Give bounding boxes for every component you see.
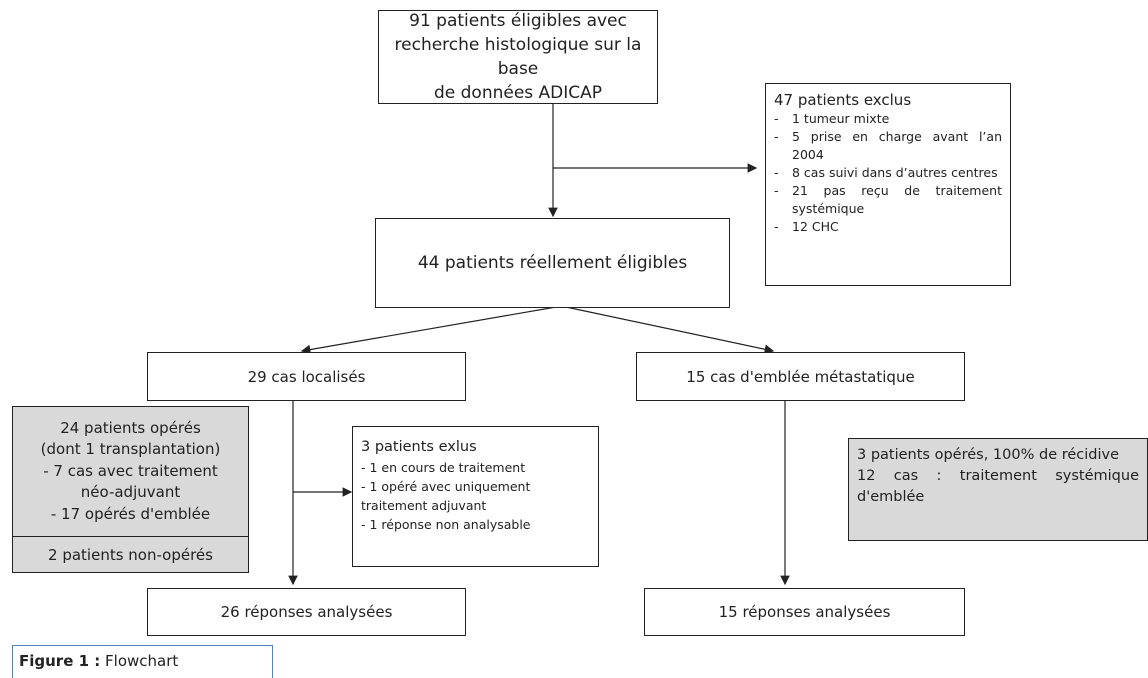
item-text: 5 prise en charge avant l’an 2004 [792,129,1002,162]
metastatic-result-box: 15 réponses analysées [644,588,965,636]
localized-result-box: 26 réponses analysées [147,588,466,636]
text-line: - 1 réponse non analysable [361,517,531,532]
item-list: -1 tumeur mixte -5 prise en charge avant … [774,110,1002,236]
text-line: néo-adjuvant [80,483,181,502]
box-title: 3 patients exlus [361,439,477,455]
item-text: 12 CHC [792,219,839,234]
list-item: -12 CHC [774,218,1002,236]
text-line: 24 patients opérés [60,418,201,437]
box-text: 2 patients non-opérés [48,546,213,564]
arrow [300,306,557,355]
item-marker: - [774,183,779,198]
start-box: 91 patients éligibles avec recherche hist… [378,10,658,104]
box-text: 15 cas d'emblée métastatique [686,367,915,386]
box-text: 15 réponses analysées [718,603,891,621]
operated-box: 24 patients opérés (dont 1 transplantatio… [12,406,249,573]
text-line: 91 patients éligibles avec [409,11,627,31]
text-line: traitement adjuvant [361,498,487,513]
text-line: - 7 cas avec traitement [43,461,218,480]
text-line: recherche histologique sur la base [394,35,642,79]
item-marker: - [774,129,779,144]
text-line: - 1 opéré avec uniquement [361,479,531,494]
localized-box: 29 cas localisés [147,352,466,401]
box-text: 44 patients réellement éligibles [417,253,688,273]
item-text: 1 tumeur mixte [792,111,890,126]
item-marker: - [774,111,779,126]
box-text: 26 réponses analysées [220,603,393,621]
text-line: 3 patients opérés, 100% de récidive [857,447,1120,463]
text-line: 12 cas : traitement systémique d'emblée [857,468,1139,505]
text-line: - 17 opérés d'emblée [50,504,211,523]
metastatic-box: 15 cas d'emblée métastatique [636,352,965,401]
list-item: -8 cas suivi dans d’autres centres [774,164,1002,182]
arrow [565,306,775,354]
list-item: -21 pas reçu de traitement systémique [774,182,1002,218]
text-line: (dont 1 transplantation) [40,440,221,459]
list-item: -5 prise en charge avant l’an 2004 [774,128,1002,164]
list-item: -1 tumeur mixte [774,110,1002,128]
eligible-box: 44 patients réellement éligibles [375,218,730,308]
metastatic-detail-box: 3 patients opérés, 100% de récidive 12 ca… [848,438,1148,541]
operated-lines: 24 patients opérés (dont 1 transplantatio… [13,407,248,537]
item-marker: - [774,165,779,180]
item-list: - 1 en cours de traitement - 1 opéré avec… [361,458,590,534]
item-text: 8 cas suivi dans d’autres centres [792,165,998,180]
caption-text: Flowchart [105,652,179,670]
box-title: 47 patients exclus [774,91,912,109]
caption-label: Figure 1 : [19,652,101,670]
exclusion-box: 47 patients exclus -1 tumeur mixte -5 pri… [765,83,1011,286]
item-text: 21 pas reçu de traitement systémique [792,183,1002,216]
box-footer: 2 patients non-opérés [13,537,248,573]
text-line: de données ADICAP [433,83,603,103]
caption: Figure 1 : Flowchart [12,645,273,678]
box-text: 29 cas localisés [247,367,366,386]
text-line: - 1 en cours de traitement [361,460,526,475]
local-exclusion-box: 3 patients exlus - 1 en cours de traitem… [352,426,599,567]
item-marker: - [774,219,779,234]
